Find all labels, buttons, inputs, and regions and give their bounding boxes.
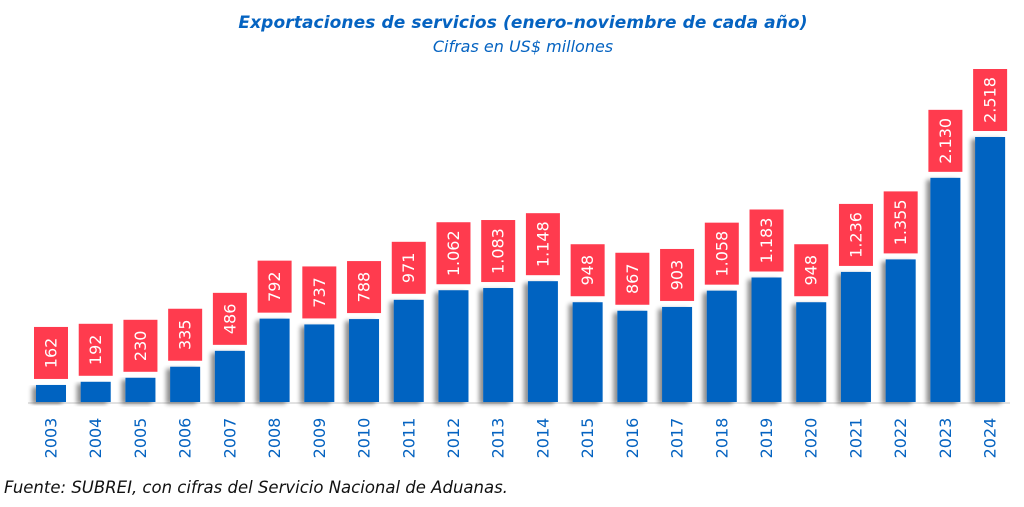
bar-2014 (527, 281, 558, 402)
data-label-box-2005 (123, 319, 158, 372)
data-label-box-2014 (525, 213, 560, 276)
data-label-2008: 792 (265, 271, 284, 302)
data-label-2003: 162 (42, 338, 61, 369)
data-label-box-2022 (883, 191, 918, 254)
bar-2022 (885, 259, 916, 402)
x-tick-label-2009: 2009 (310, 418, 329, 459)
bar-2023 (930, 177, 961, 402)
x-tick-label-2008: 2008 (265, 418, 284, 459)
data-label-2018: 1.058 (712, 231, 731, 277)
x-tick-label-2013: 2013 (489, 418, 508, 459)
data-label-box-2008 (257, 260, 292, 313)
bar-2008 (259, 318, 290, 402)
bar-2017 (662, 306, 693, 402)
data-label-box-2019 (749, 209, 784, 272)
data-label-box-2016 (615, 252, 650, 305)
x-tick-label-2015: 2015 (578, 418, 597, 459)
data-label-box-2003 (34, 326, 68, 379)
x-tick-label-2020: 2020 (802, 418, 821, 459)
data-label-2014: 1.148 (533, 221, 552, 267)
bar-2004 (80, 381, 111, 402)
bar-2015 (572, 302, 603, 402)
data-label-2011: 971 (399, 253, 418, 284)
data-label-2013: 1.083 (489, 228, 508, 274)
data-label-2020: 948 (802, 255, 821, 286)
data-label-box-2011 (391, 241, 426, 294)
x-tick-label-2017: 2017 (668, 418, 687, 459)
chart-title: Exportaciones de servicios (enero-noviem… (238, 13, 808, 33)
x-tick-label-2016: 2016 (623, 418, 642, 459)
x-tick-label-2010: 2010 (355, 418, 374, 459)
x-tick-label-2011: 2011 (399, 418, 418, 459)
data-label-box-2021 (838, 203, 873, 266)
x-tick-label-2023: 2023 (936, 418, 955, 459)
data-label-box-2024 (973, 69, 1008, 131)
data-label-box-2013 (481, 220, 516, 283)
chart-subtitle: Cifras en US$ millones (432, 37, 614, 56)
bar-2013 (483, 288, 514, 402)
data-label-2006: 335 (176, 319, 195, 350)
bar-2021 (840, 271, 871, 402)
bar-2006 (170, 366, 201, 402)
x-tick-label-2012: 2012 (444, 418, 463, 459)
x-tick-label-2007: 2007 (220, 418, 239, 459)
data-label-box-2010 (347, 261, 382, 314)
data-label-box-2004 (78, 323, 113, 376)
data-label-2024: 2.518 (981, 77, 1000, 123)
data-label-box-2009 (302, 266, 337, 319)
x-tick-label-2019: 2019 (757, 418, 776, 459)
x-tick-label-2024: 2024 (981, 418, 1000, 459)
data-label-2004: 192 (86, 335, 105, 366)
data-label-2019: 1.183 (757, 218, 776, 264)
bar-2012 (438, 290, 469, 402)
data-label-box-2018 (704, 222, 739, 285)
data-label-2009: 737 (310, 277, 329, 308)
bar-2005 (125, 377, 156, 402)
bar-2020 (796, 302, 827, 402)
data-label-box-2023 (928, 109, 963, 172)
data-label-box-2015 (570, 244, 605, 297)
data-label-2015: 948 (578, 255, 597, 286)
bar-2019 (751, 277, 782, 402)
data-label-box-2020 (794, 244, 829, 297)
x-tick-label-2005: 2005 (131, 418, 150, 459)
bar-2016 (617, 310, 648, 402)
data-label-2017: 903 (668, 260, 687, 291)
bar-2011 (393, 299, 424, 402)
data-label-2022: 1.355 (891, 199, 910, 245)
x-tick-label-2003: 2003 (42, 418, 61, 459)
data-label-2021: 1.236 (846, 212, 865, 258)
bar-2024 (975, 137, 1006, 402)
bar-2009 (304, 324, 335, 402)
x-tick-label-2018: 2018 (712, 418, 731, 459)
x-tick-label-2021: 2021 (846, 418, 865, 459)
data-label-2010: 788 (355, 272, 374, 303)
x-tick-label-2006: 2006 (176, 418, 195, 459)
data-label-2023: 2.130 (936, 118, 955, 164)
data-label-box-2017 (660, 248, 695, 301)
x-tick-label-2004: 2004 (86, 418, 105, 459)
bar-2010 (349, 319, 380, 402)
data-label-2016: 867 (623, 263, 642, 294)
x-tick-label-2022: 2022 (891, 418, 910, 459)
data-label-2005: 230 (131, 331, 150, 362)
data-label-box-2012 (436, 222, 471, 285)
bar-2007 (214, 350, 245, 402)
source-note: Fuente: SUBREI, con cifras del Servicio … (4, 478, 508, 497)
data-label-2012: 1.062 (444, 230, 463, 276)
x-tick-label-2014: 2014 (533, 418, 552, 459)
bar-2003 (36, 384, 66, 402)
data-label-box-2007 (212, 292, 247, 345)
data-label-2007: 486 (220, 304, 239, 335)
data-label-box-2006 (168, 308, 203, 361)
bar-2018 (706, 290, 737, 402)
